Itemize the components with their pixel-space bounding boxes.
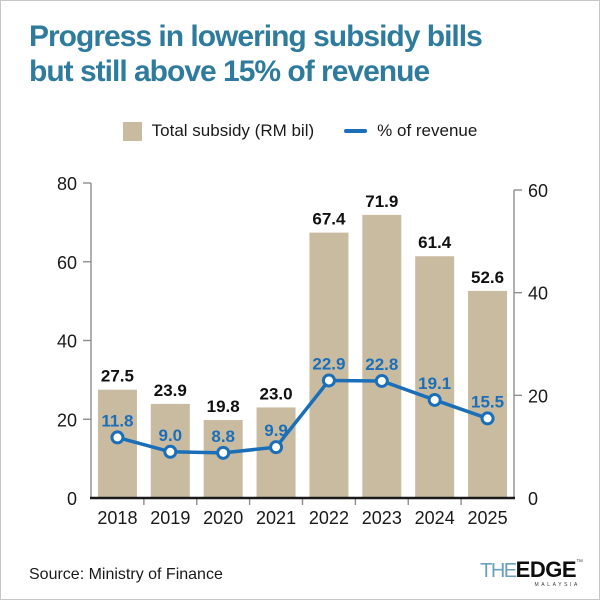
bar-value-label: 52.6 <box>471 268 504 287</box>
left-axis-label: 80 <box>57 174 77 194</box>
right-axis-label: 40 <box>528 284 548 304</box>
bar-value-label: 61.4 <box>418 233 452 252</box>
the-edge-logo: THEEDGE™ MALAYSIA <box>480 559 583 588</box>
bar <box>309 232 349 499</box>
bar-value-label: 19.8 <box>207 397 240 416</box>
legend-label-pct-revenue: % of revenue <box>377 121 478 140</box>
line-value-label: 22.8 <box>365 355 398 374</box>
bar-value-label: 71.9 <box>365 192 398 211</box>
left-axis-label: 20 <box>57 410 77 430</box>
line-point-marker <box>480 411 495 426</box>
line-value-label: 9.0 <box>158 426 182 445</box>
line-point-marker <box>216 445 231 460</box>
line-value-label: 9.9 <box>264 421 288 440</box>
title-line1: Progress in lowering subsidy bills <box>29 20 483 53</box>
bar <box>468 290 508 498</box>
line-point-marker <box>163 444 178 459</box>
legend-item-pct-revenue: % of revenue <box>344 121 477 141</box>
line-value-label: 22.9 <box>312 354 345 373</box>
line-value-label: 8.8 <box>211 427 235 446</box>
bar-value-label: 23.9 <box>154 381 187 400</box>
left-axis-label: 60 <box>57 253 77 273</box>
line-value-label: 11.8 <box>101 411 133 430</box>
pct-revenue-line <box>116 378 489 455</box>
chart-legend: Total subsidy (RM bil) % of revenue <box>1 121 599 141</box>
line-point-marker <box>321 373 336 388</box>
logo-the: THE <box>480 560 517 582</box>
logo-malaysia: MALAYSIA <box>534 582 580 588</box>
legend-item-total-subsidy: Total subsidy (RM bil) <box>122 121 315 141</box>
year-label: 2019 <box>150 508 190 528</box>
year-label: 2023 <box>362 508 402 528</box>
right-axis-label: 60 <box>528 181 548 201</box>
right-axis-label: 20 <box>528 386 548 406</box>
bar <box>415 256 455 498</box>
year-label: 2024 <box>415 508 455 528</box>
right-axis-label: 0 <box>528 489 538 509</box>
bar-value-label: 23.0 <box>260 384 293 403</box>
line-swatch-icon <box>344 128 368 134</box>
trademark-icon: ™ <box>576 559 583 566</box>
source-note: Source: Ministry of Finance <box>29 566 223 583</box>
title-line2: but still above 15% of revenue <box>29 55 430 88</box>
legend-label-total-subsidy: Total subsidy (RM bil) <box>151 121 315 140</box>
line-value-label: 19.1 <box>418 374 451 393</box>
left-axis-label: 0 <box>67 489 77 509</box>
bar-swatch-icon <box>122 121 142 141</box>
left-axis-label: 40 <box>57 332 77 352</box>
bar-value-label: 27.5 <box>101 367 134 386</box>
line-point-marker <box>427 392 442 407</box>
line-value-label: 15.5 <box>471 392 504 411</box>
year-label: 2022 <box>309 508 349 528</box>
line-point-marker <box>374 373 389 388</box>
year-label: 2018 <box>97 508 137 528</box>
logo-wordmark: THEEDGE™ <box>480 557 583 582</box>
bar <box>362 214 402 499</box>
line-point-marker <box>269 440 284 455</box>
year-label: 2021 <box>256 508 296 528</box>
year-label: 2025 <box>468 508 508 528</box>
year-label: 2020 <box>203 508 243 528</box>
page-title: Progress in lowering subsidy bills but s… <box>29 19 483 89</box>
bar-value-label: 67.4 <box>312 210 346 229</box>
line-point-marker <box>110 430 125 445</box>
logo-edge: EDGE <box>515 557 577 582</box>
